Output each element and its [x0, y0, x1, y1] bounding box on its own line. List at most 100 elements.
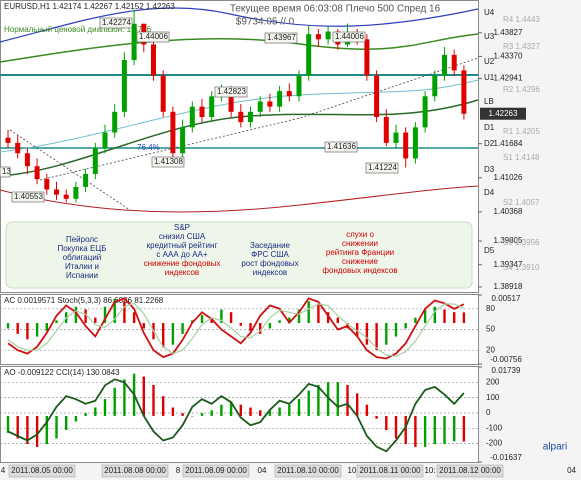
candle-body — [5, 137, 11, 143]
histogram-bar — [385, 323, 388, 345]
histogram-bar — [259, 323, 262, 334]
indicator-line — [7, 378, 465, 453]
news-annotation: Пейролс — [66, 235, 98, 244]
histogram-bar — [259, 410, 262, 416]
news-annotation: Покупка ЕЦБ — [58, 244, 107, 253]
histogram-bar — [181, 413, 184, 416]
price-label: 1.42823 — [217, 87, 246, 96]
histogram-bar — [210, 410, 213, 416]
histogram-bar — [142, 323, 145, 329]
price-label-box — [324, 141, 358, 153]
histogram-bar — [443, 415, 446, 445]
candle-body — [461, 70, 467, 114]
histogram-bar — [200, 314, 204, 324]
histogram-bar — [375, 323, 378, 351]
histogram-bar — [55, 415, 58, 439]
price-label: 1.41308 — [154, 157, 183, 166]
fib-label: 76.4% — [137, 143, 160, 152]
indicator-line — [7, 302, 465, 358]
histogram-bar — [453, 415, 456, 442]
panel-title: AC 0.0019571 Stoch(5,3,3) 86.6886 81.226… — [4, 296, 164, 305]
histogram-bar — [74, 415, 78, 422]
histogram-bar — [326, 382, 330, 416]
news-annotation: ФРС США — [251, 250, 289, 259]
histogram-bar — [35, 415, 39, 447]
y-tick-label: 0.00517 — [492, 294, 521, 303]
histogram-bar — [191, 415, 194, 417]
time-label: 04 — [258, 466, 267, 475]
price-label-box — [151, 156, 185, 168]
pivot-label: R4 1.4443 — [503, 15, 540, 24]
time-label-box — [436, 464, 504, 478]
histogram-bar — [239, 323, 242, 326]
y-tick-label: 1.43370 — [494, 52, 523, 61]
histogram-bar — [462, 312, 466, 324]
news-annotation: снижении — [342, 239, 378, 248]
upper-band — [0, 7, 479, 43]
candle-body — [34, 166, 40, 180]
histogram-bar — [288, 404, 291, 416]
candle-body — [325, 31, 331, 40]
time-label: 2011.08.11 00:00 — [359, 466, 421, 475]
candle-body — [374, 75, 380, 117]
price-label-box — [264, 32, 298, 44]
price-label: 1.41636 — [327, 142, 356, 151]
histogram-bar — [356, 393, 359, 416]
candle-body — [54, 189, 59, 195]
y-tick-label: -0.01637 — [490, 453, 522, 462]
candle-body — [151, 44, 156, 76]
time-label-box — [8, 464, 76, 478]
price-label: 13 — [2, 167, 11, 176]
histogram-bar — [317, 384, 320, 416]
histogram-bar — [229, 312, 233, 324]
histogram-bar — [113, 298, 116, 324]
candle-body — [364, 39, 370, 76]
y-tick-label: 1.43827 — [494, 28, 523, 37]
y2-tick-label: 50 — [486, 325, 495, 334]
price-label: 1.42274 — [102, 18, 131, 27]
candle-body — [277, 91, 283, 107]
pivot-label: S1 1.4148 — [503, 153, 540, 162]
candle-body — [451, 54, 457, 71]
candle-body — [92, 148, 98, 174]
candle-body — [228, 91, 234, 112]
histogram-bar — [278, 320, 281, 324]
news-annotation: фондовых индексов — [322, 266, 397, 275]
candle-body — [170, 111, 176, 154]
candle-body — [403, 132, 409, 159]
y-tick-label: 1.42941 — [494, 74, 523, 83]
time-label-box — [274, 464, 342, 478]
histogram-bar — [132, 312, 136, 324]
time-label: 2011.08.10 00:00 — [277, 466, 339, 475]
histogram-bar — [6, 415, 10, 433]
histogram-bar — [113, 387, 116, 416]
histogram-bar — [346, 384, 349, 416]
candle-body — [121, 60, 127, 112]
candle-body — [83, 173, 89, 187]
candle-body — [286, 91, 292, 97]
histogram-bar — [268, 410, 272, 416]
price-label-box — [214, 86, 248, 98]
band-label: U2 — [484, 57, 495, 66]
news-annotation: Испании — [66, 271, 98, 280]
histogram-bar — [26, 415, 29, 445]
y-tick-label: 1.41684 — [494, 139, 523, 148]
y-tick-label: 0.01739 — [492, 366, 521, 375]
histogram-bar — [6, 323, 10, 329]
band-label: D5 — [484, 246, 495, 255]
price-label-box — [136, 31, 170, 43]
pivot-label: R3 1.4327 — [503, 42, 540, 51]
candle-body — [209, 96, 215, 117]
histogram-bar — [239, 404, 242, 416]
candle-body — [393, 132, 399, 143]
histogram-bar — [45, 415, 48, 445]
histogram-bar — [220, 404, 223, 416]
time-label: 4 — [1, 466, 6, 475]
y-tick-label: 1.41026 — [494, 173, 523, 182]
histogram-bar — [55, 320, 58, 324]
band-u1 — [0, 79, 479, 153]
candle-body — [422, 96, 428, 128]
window-title: EURUSD,H1 1.42174 1.42267 1.42152 1.4226… — [4, 2, 175, 11]
news-box — [5, 221, 473, 289]
histogram-bar — [142, 376, 145, 416]
